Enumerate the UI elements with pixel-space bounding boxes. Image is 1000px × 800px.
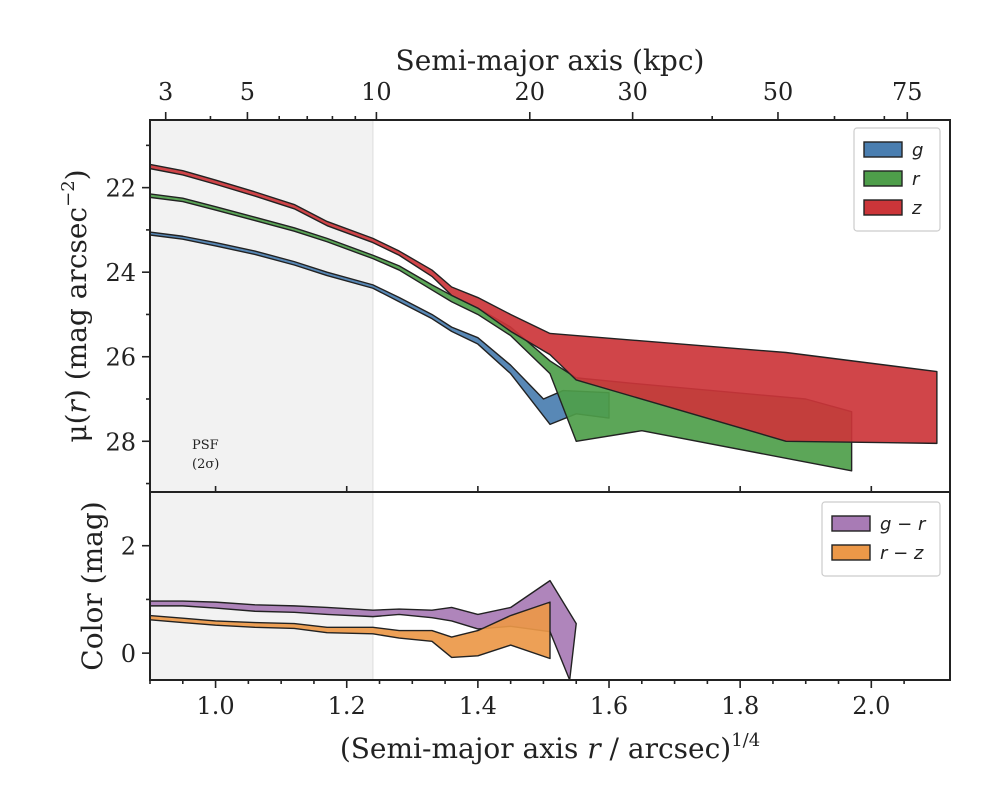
legend-label: g − r	[880, 514, 927, 535]
tick-label: 22	[105, 175, 136, 203]
tick-label: 10	[361, 78, 392, 106]
top-legend: grz	[853, 127, 941, 232]
top-y-ticks: 22 24 26 28	[105, 144, 150, 485]
xlabel-part-pre: (Semi-major axis	[340, 732, 587, 765]
tick-label: 2.0	[852, 692, 890, 720]
color-panel: 02 1.0 1.2 1.4 1.6 1.8 2.0 Color (mag) (Semi-…	[76, 491, 951, 765]
legend-swatch	[831, 515, 871, 532]
legend-swatch	[863, 170, 903, 187]
ylabel-part-pre: μ(	[60, 413, 93, 442]
tick-label: 1.0	[196, 692, 234, 720]
bottom-x-ticks: 1.0 1.2 1.4 1.6 1.8 2.0	[149, 680, 905, 720]
bottom-y-axis-label: Color (mag)	[76, 501, 109, 670]
color-series	[150, 579, 577, 680]
tick-label: 30	[617, 78, 648, 106]
top-x-ticks-kpc: 3 5 10 20 30 50 75	[158, 78, 923, 120]
bottom-x-axis-label: (Semi-major axis r / arcsec)1/4	[340, 730, 760, 765]
ylabel-part-end: )	[60, 169, 93, 180]
ylabel-part-sup: −2	[58, 180, 79, 207]
legend-swatch	[863, 141, 903, 158]
tick-label: 5	[240, 78, 255, 106]
legend-label: r − z	[880, 543, 924, 564]
surface-brightness-series	[150, 163, 938, 472]
surface-brightness-panel: 22 24 26 28 3 5 10 20 30 50 75 PSF (2σ) Semi-majo…	[58, 44, 951, 493]
top-axis-title: Semi-major axis (kpc)	[396, 44, 705, 77]
tick-label: 1.4	[459, 692, 497, 720]
bottom-y-ticks: 02	[121, 533, 150, 668]
xlabel-part-post: / arcsec)	[601, 732, 732, 765]
ylabel-part-var: r	[60, 398, 93, 413]
tick-label: 0	[121, 640, 136, 668]
psf-label-line1: PSF	[192, 438, 219, 453]
tick-label: 20	[515, 78, 546, 106]
tick-label: 50	[763, 78, 794, 106]
psf-label-line2: (2σ)	[192, 457, 219, 472]
tick-label: 1.8	[721, 692, 759, 720]
xlabel-part-sup: 1/4	[731, 730, 760, 751]
bottom-plot-frame	[149, 491, 951, 681]
bottom-legend: g − r r − z	[821, 501, 941, 577]
tick-label: 3	[158, 78, 173, 106]
band-z	[150, 163, 938, 445]
band-rz	[150, 601, 551, 660]
tick-label: 24	[105, 259, 136, 287]
top-y-axis-label: μ(r) (mag arcsec−2)	[58, 169, 93, 442]
psf-shaded-region	[149, 119, 374, 493]
band-gr	[150, 579, 577, 680]
legend-label: g	[912, 140, 923, 161]
tick-label: 26	[105, 344, 136, 372]
tick-label: 1.6	[590, 692, 628, 720]
tick-label: 1.2	[328, 692, 366, 720]
xlabel-part-var: r	[587, 732, 602, 765]
tick-label: 2	[121, 533, 136, 561]
tick-label: 28	[105, 428, 136, 456]
legend-swatch	[863, 199, 903, 216]
legend-label: r	[912, 169, 921, 190]
legend-label: z	[911, 198, 922, 219]
legend-swatch	[831, 544, 871, 561]
tick-label: 75	[892, 78, 923, 106]
ylabel-part-post: ) (mag arcsec	[60, 207, 93, 400]
psf-shaded-region-bottom	[149, 491, 374, 681]
